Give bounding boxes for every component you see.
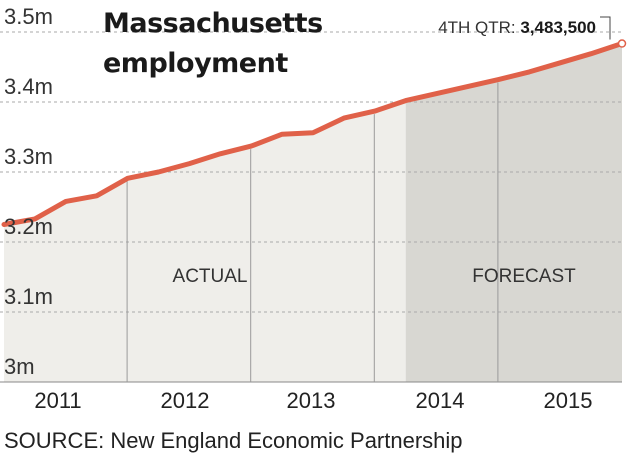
source-note: SOURCE: New England Economic Partnership: [4, 428, 463, 453]
forecast-area: [405, 43, 622, 383]
series-line: [1, 41, 625, 227]
y-tick-label: 3.3m: [4, 144, 53, 169]
x-tick-label: 2015: [544, 388, 593, 413]
chart-title-line-1: Massachusetts: [103, 8, 323, 39]
callout-label: 4TH QTR: 3,483,500: [438, 18, 596, 37]
callout-value: 3,483,500: [520, 18, 596, 37]
actual-label: ACTUAL: [173, 266, 248, 287]
y-tick-label: 3.5m: [4, 4, 53, 29]
chart-title: Massachusetts employment: [103, 4, 323, 84]
y-tick-label: 3.1m: [4, 284, 53, 309]
x-tick-label: 2014: [416, 388, 465, 413]
forecast-label: FORECAST: [472, 266, 576, 287]
callout-leader: [600, 16, 611, 40]
x-tick-label: 2011: [34, 388, 81, 413]
y-tick-label: 3m: [4, 354, 35, 379]
last-point-marker: [617, 39, 627, 48]
x-tick-label: 2013: [287, 388, 336, 413]
actual-area: [4, 100, 406, 382]
y-tick-label: 3.4m: [4, 74, 53, 99]
callout-prefix: 4TH QTR:: [438, 18, 520, 37]
chart-title-line-2: employment: [103, 48, 288, 79]
x-tick-label: 2012: [161, 388, 210, 413]
y-tick-label: 3.2m: [4, 214, 53, 239]
